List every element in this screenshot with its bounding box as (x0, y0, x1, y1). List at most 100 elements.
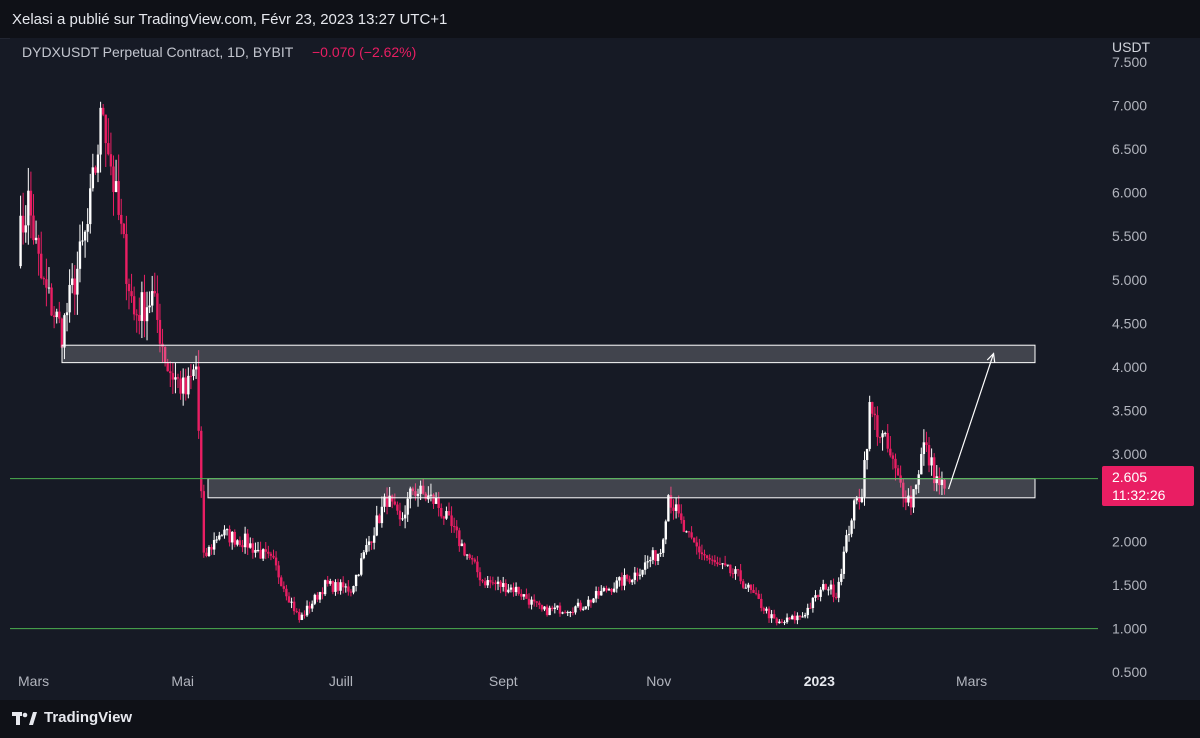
candle-down (135, 309, 138, 333)
candle-body (280, 577, 283, 587)
candle-down (927, 437, 931, 473)
candle-down (251, 537, 255, 559)
tradingview-logo[interactable]: TradingView (12, 709, 132, 726)
candle-body (481, 580, 484, 582)
candle-body (140, 292, 144, 321)
last-price-tag[interactable]: 2.605 11:32:26 (1102, 466, 1194, 506)
candle-body (42, 278, 46, 280)
candle-up (357, 573, 360, 577)
candle-body (865, 448, 869, 461)
candle-down (752, 584, 755, 594)
candle-down (579, 600, 582, 612)
candle-up (548, 605, 551, 616)
candle-down (563, 610, 567, 614)
candle-body (120, 214, 123, 224)
candle-body (68, 284, 71, 313)
candle-up (641, 569, 644, 578)
candle-body (943, 479, 946, 489)
candle-body (243, 533, 247, 548)
candle-body (308, 605, 311, 609)
candle-down (886, 424, 889, 453)
candle-body (181, 377, 185, 394)
candle-down (176, 373, 180, 389)
candle-down (904, 490, 908, 511)
candle-down (695, 536, 698, 555)
candle-up (819, 586, 822, 602)
candle-body (762, 607, 766, 611)
candle-up (574, 605, 577, 615)
candle-body (114, 181, 118, 192)
candle-up (940, 471, 944, 496)
candle-up (254, 542, 257, 558)
candle-body (587, 599, 590, 607)
candle-body (711, 559, 714, 561)
candle-down (909, 485, 913, 516)
candle-body (228, 529, 231, 543)
candle-down (143, 274, 146, 338)
candle-down (468, 553, 471, 560)
candle-up (837, 577, 840, 603)
candle-body (504, 583, 507, 593)
candle-body (840, 573, 843, 582)
candle-body (349, 591, 353, 593)
time-axis[interactable]: Mars Mai Juill Sept Nov 2023 Mars (18, 673, 987, 689)
candle-up (917, 470, 920, 494)
candle-body (548, 607, 551, 616)
candle-body (282, 586, 286, 589)
candle-body (486, 580, 489, 586)
candle-body (532, 599, 536, 602)
candle-down (478, 567, 482, 587)
candle-body (579, 602, 582, 610)
price-tick-label: 5.500 (1112, 228, 1147, 244)
candle-body (543, 606, 546, 610)
candle-up (140, 281, 144, 339)
candle-body (757, 593, 760, 599)
candle-down (832, 578, 835, 603)
candle-body (127, 283, 131, 292)
candle-down (166, 358, 169, 372)
candle-up (236, 539, 239, 547)
candle-up (231, 530, 234, 550)
candle-body (571, 611, 575, 613)
candle-down (264, 542, 267, 560)
candle-down (762, 606, 766, 615)
candle-up (323, 579, 327, 597)
candle-body (50, 287, 53, 316)
candle-body (401, 518, 404, 520)
candle-up (486, 576, 489, 589)
candle-body (52, 315, 56, 318)
candle-up (445, 506, 448, 520)
candle-down (723, 555, 727, 567)
candle-body (935, 476, 938, 484)
candle-down (891, 452, 895, 470)
chart-svg[interactable]: 7.500 7.000 6.500 6.000 5.500 5.000 4.500 4.000… (10, 38, 1200, 700)
candle-down (396, 501, 399, 515)
candle-up (806, 603, 809, 619)
candle-body (311, 603, 314, 609)
candle-down (889, 436, 892, 458)
candle-body (592, 598, 595, 603)
candle-body (940, 479, 944, 486)
candle-body (163, 346, 167, 363)
candle-body (471, 558, 474, 560)
candle-body (354, 574, 358, 587)
candle-up (174, 362, 177, 394)
candle-body (78, 241, 82, 269)
candle-body (259, 549, 262, 559)
candle-up (78, 224, 82, 283)
chart-area[interactable]: 7.500 7.000 6.500 6.000 5.500 5.000 4.500 4.000… (10, 38, 1200, 700)
candle-down (452, 517, 456, 533)
candle-down (698, 538, 701, 560)
price-axis[interactable]: 7.500 7.000 6.500 6.000 5.500 5.000 4.500 4.000… (1112, 54, 1147, 680)
candle-body (814, 595, 817, 598)
candle-body (132, 296, 136, 315)
candle-body (894, 458, 897, 469)
annotations[interactable] (10, 344, 1098, 630)
candle-up (765, 606, 768, 614)
candle-body (24, 225, 27, 233)
candle-down (571, 607, 575, 616)
price-tick-label: 4.000 (1112, 359, 1147, 375)
candle-up (930, 448, 933, 476)
candle-body (445, 511, 448, 519)
candle-body (803, 615, 807, 617)
